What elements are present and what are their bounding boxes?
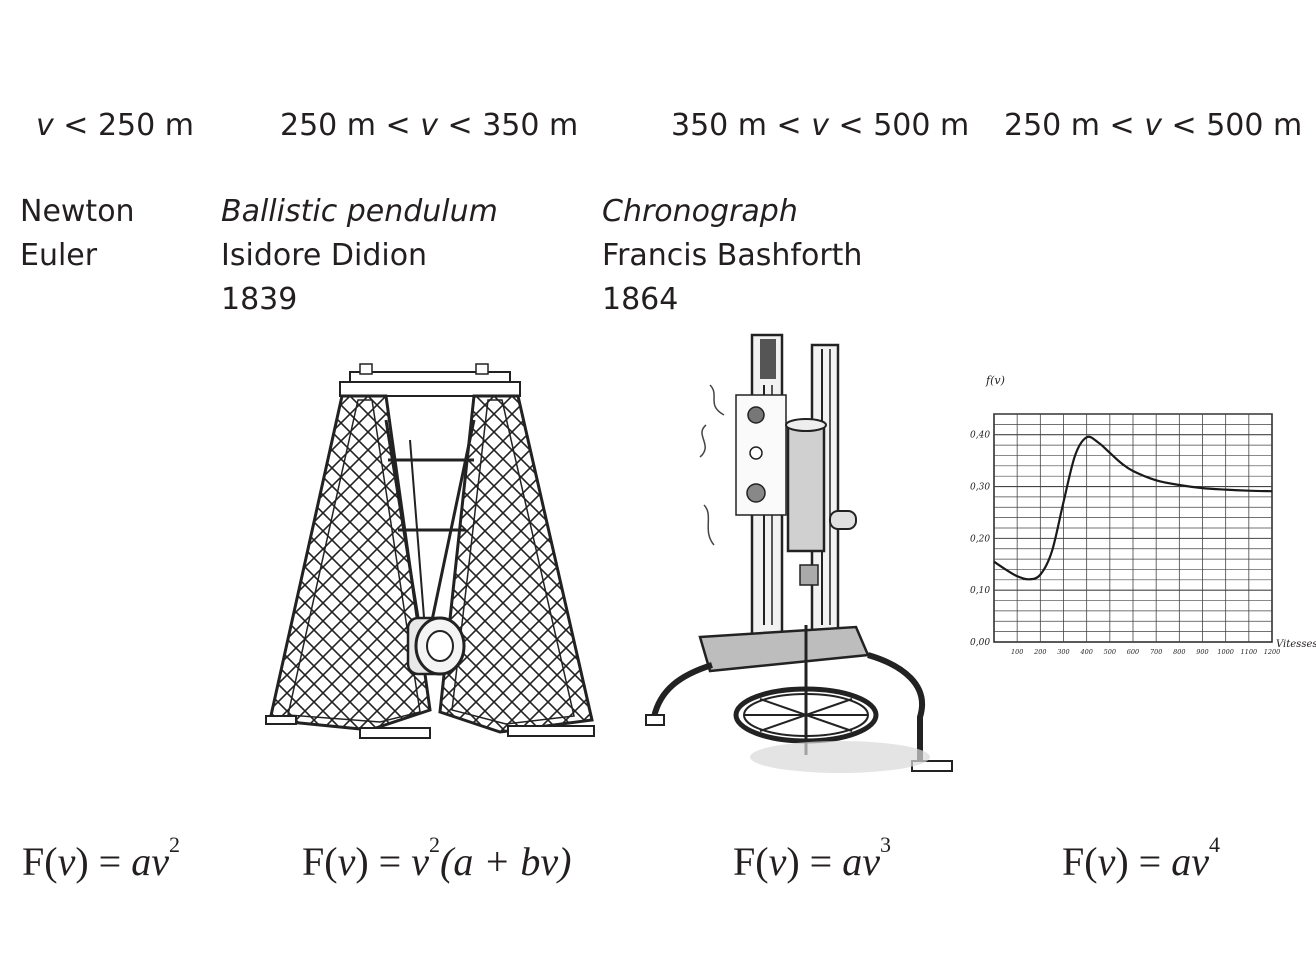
x-tick-label: 700 (1150, 648, 1162, 656)
formula-3: F(v) = av3 (733, 832, 891, 884)
y-tick-label: 0,40 (970, 431, 990, 441)
scientist-name: Francis Bashforth (602, 238, 863, 273)
x-tick-label: 1100 (1241, 648, 1258, 656)
x-tick-label: 300 (1057, 648, 1069, 656)
method-name: Ballistic pendulum (221, 194, 498, 229)
formula-1: F(v) = av2 (22, 832, 180, 884)
range-label-3: 350 m < v < 500 m (671, 108, 970, 143)
y-tick-label: 0,10 (970, 586, 990, 596)
series-line (993, 435, 1273, 581)
info-block-3: Chronograph Francis Bashforth 1864 (602, 190, 862, 322)
info-block-2: Ballistic pendulum Isidore Didion 1839 (221, 190, 498, 322)
x-tick-label: 1000 (1217, 648, 1234, 656)
range-label-4: 250 m < v < 500 m (1004, 108, 1303, 143)
x-tick-label: 1200 (1264, 648, 1281, 656)
x-tick-label: 800 (1173, 648, 1185, 656)
range-label-1: v < 250 m (36, 108, 194, 143)
x-tick-label: 600 (1127, 648, 1139, 656)
y-tick-label: 0,20 (970, 534, 990, 544)
ballistic-pendulum-illustration (265, 363, 595, 739)
y-axis-label: f(v) (985, 374, 1005, 387)
y-tick-label: 0,30 (970, 483, 990, 493)
x-tick-label: 100 (1011, 648, 1023, 656)
scientist-name: Newton (20, 194, 135, 229)
x-axis-label: Vitesses (1276, 639, 1316, 650)
formula-2: F(v) = v2(a + bv) (302, 832, 572, 884)
y-tick-label: 0,00 (970, 638, 990, 648)
x-tick-label: 500 (1104, 648, 1116, 656)
x-tick-label: 400 (1079, 648, 1092, 656)
x-tick-labels: 100 200 300 400 500 600 700 800 900 1000 1100 1200 (1011, 648, 1280, 656)
chronograph-illustration (645, 333, 953, 773)
formula-4: F(v) = av4 (1062, 832, 1220, 884)
year: 1864 (602, 282, 679, 317)
info-block-1: Newton Euler (20, 190, 135, 278)
scientist-name: Euler (20, 238, 98, 273)
x-tick-label: 200 (1033, 648, 1046, 656)
year: 1839 (221, 282, 298, 317)
y-tick-labels: 0,00 0,10 0,20 0,30 0,40 (970, 431, 990, 648)
drag-function-chart: 0,00 0,10 0,20 0,30 0,40 100 200 300 400 500 600 7… (970, 374, 1316, 656)
chart-grid (993, 413, 1273, 643)
method-name: Chronograph (602, 194, 798, 229)
x-tick-label: 900 (1196, 648, 1208, 656)
scientist-name: Isidore Didion (221, 238, 428, 273)
range-label-2: 250 m < v < 350 m (280, 108, 579, 143)
